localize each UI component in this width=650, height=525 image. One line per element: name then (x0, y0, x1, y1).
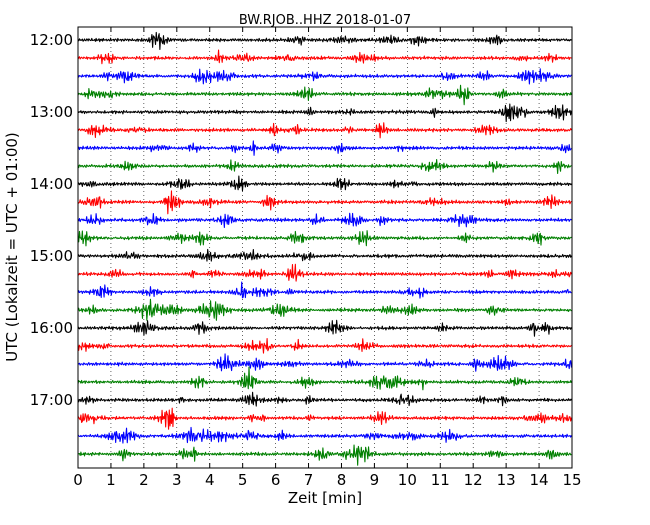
trace-1445 (77, 230, 572, 247)
trace-1315 (77, 122, 572, 139)
trace-1730 (77, 426, 572, 444)
x-tick-label: 14 (530, 471, 549, 489)
x-tick-label: 5 (238, 471, 248, 489)
x-tick-label: 3 (172, 471, 182, 489)
x-tick-label: 9 (370, 471, 380, 489)
trace-1215 (77, 49, 572, 65)
x-tick-label: 7 (304, 471, 314, 489)
trace-1715 (77, 407, 572, 430)
x-tick-label: 1 (106, 471, 116, 489)
x-tick-label: 0 (73, 471, 83, 489)
grid-lines (110, 27, 540, 468)
y-axis-label: UTC (Lokalzeit = UTC + 01:00) (3, 132, 21, 362)
x-axis-label: Zeit [min] (288, 489, 362, 507)
trace-1745 (77, 444, 572, 466)
plot-frame (77, 26, 573, 469)
x-tick-label: 11 (431, 471, 450, 489)
x-axis: 0 1 2 3 4 5 6 7 8 9 10 11 12 13 14 15 (73, 27, 582, 489)
trace-1415 (77, 190, 572, 215)
y-tick-label: 17:00 (30, 391, 73, 409)
trace-1400 (77, 175, 572, 192)
trace-1430 (77, 212, 572, 228)
x-tick-label: 10 (398, 471, 417, 489)
y-tick-label: 14:00 (30, 175, 73, 193)
y-tick-label: 12:00 (30, 31, 73, 49)
trace-1500 (77, 248, 572, 262)
trace-1645 (77, 366, 572, 391)
trace-1615 (77, 338, 572, 354)
chart-title: BW.RJOB..HHZ 2018-01-07 (239, 13, 411, 28)
trace-1545 (77, 298, 572, 321)
y-tick-label: 13:00 (30, 103, 73, 121)
trace-1345 (77, 158, 572, 174)
x-tick-label: 15 (562, 471, 581, 489)
trace-1300 (77, 103, 572, 123)
x-tick-label: 13 (497, 471, 516, 489)
trace-1230 (77, 68, 572, 85)
trace-1630 (77, 353, 572, 372)
trace-1700 (77, 391, 572, 407)
trace-1200 (77, 31, 572, 51)
y-tick-label: 16:00 (30, 319, 73, 337)
x-tick-label: 12 (464, 471, 483, 489)
x-tick-label: 4 (205, 471, 215, 489)
traces (77, 31, 572, 466)
x-tick-label: 2 (139, 471, 149, 489)
trace-1245 (77, 84, 572, 106)
y-axis: 12:00 13:00 14:00 15:00 16:00 17:00 (30, 31, 572, 409)
y-tick-label: 15:00 (30, 247, 73, 265)
trace-1330 (77, 140, 572, 156)
trace-1515 (77, 263, 572, 282)
trace-1600 (77, 319, 572, 337)
x-tick-label: 8 (337, 471, 347, 489)
x-tick-label: 6 (271, 471, 281, 489)
trace-1530 (77, 281, 572, 299)
